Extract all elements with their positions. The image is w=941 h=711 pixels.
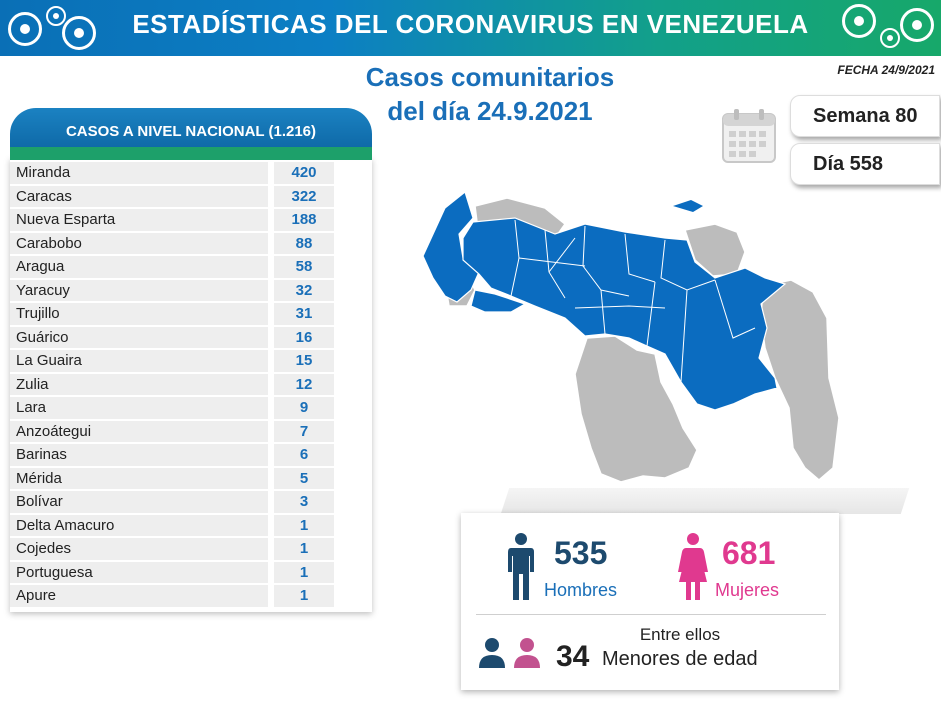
state-name: Guárico <box>10 326 268 348</box>
state-name: Lara <box>10 397 268 419</box>
virus-icon <box>62 16 96 50</box>
hombres-count: 535 <box>554 535 608 571</box>
week-badge: Semana 80 <box>790 95 940 137</box>
map-region-gray <box>574 335 698 483</box>
state-name: Zulia <box>10 373 268 395</box>
day-badge: Día 558 <box>790 143 940 185</box>
state-name: Yaracuy <box>10 279 268 301</box>
table-row: Cojedes 1 <box>10 538 372 560</box>
table-row: Zulia 12 <box>10 373 372 395</box>
table-row: La Guaira 15 <box>10 350 372 372</box>
stats-divider <box>476 614 826 615</box>
menores-count: 34 <box>556 640 590 673</box>
state-name: Mérida <box>10 467 268 489</box>
state-cases: 9 <box>274 397 334 419</box>
mujeres-count: 681 <box>722 535 776 571</box>
table-row: Mérida 5 <box>10 467 372 489</box>
state-name: Apure <box>10 585 268 607</box>
state-name: Trujillo <box>10 303 268 325</box>
state-cases: 32 <box>274 279 334 301</box>
table-row: Miranda 420 <box>10 162 372 184</box>
state-name: Portuguesa <box>10 561 268 583</box>
virus-icon <box>8 12 42 46</box>
table-row: Trujillo 31 <box>10 303 372 325</box>
map-region-gray <box>760 279 840 481</box>
table-row: Apure 1 <box>10 585 372 607</box>
stats-card-top <box>500 488 910 514</box>
calendar-icon <box>722 109 776 163</box>
state-cases: 15 <box>274 350 334 372</box>
state-name: Aragua <box>10 256 268 278</box>
map-region-gray <box>684 223 746 277</box>
male-icon <box>508 533 534 600</box>
header-banner: ESTADÍSTICAS DEL CORONAVIRUS EN VENEZUEL… <box>0 0 941 56</box>
state-cases: 6 <box>274 444 334 466</box>
state-cases: 1 <box>274 538 334 560</box>
menores-label: Menores de edad <box>602 648 758 670</box>
state-name: Anzoátegui <box>10 420 268 442</box>
state-cases: 12 <box>274 373 334 395</box>
map-island <box>673 200 703 212</box>
state-cases: 16 <box>274 326 334 348</box>
state-name: Caracas <box>10 185 268 207</box>
cases-table-header: CASOS A NIVEL NACIONAL (1.216) <box>10 108 372 160</box>
page-title: Casos comunitarios del día 24.9.2021 <box>330 60 650 128</box>
table-row: Caracas 322 <box>10 185 372 207</box>
table-row: Barinas 6 <box>10 444 372 466</box>
state-name: Nueva Esparta <box>10 209 268 231</box>
virus-icon <box>46 6 66 26</box>
virus-icon <box>900 8 934 42</box>
state-cases: 1 <box>274 514 334 536</box>
title-line-2: del día 24.9.2021 <box>387 96 593 126</box>
state-name: Carabobo <box>10 232 268 254</box>
title-line-1: Casos comunitarios <box>365 62 615 92</box>
state-cases: 88 <box>274 232 334 254</box>
cases-table-rows: Miranda 420 Caracas 322 Nueva Esparta 188 Cara… <box>10 162 372 609</box>
table-row: Carabobo 88 <box>10 232 372 254</box>
table-row: Yaracuy 32 <box>10 279 372 301</box>
state-cases: 31 <box>274 303 334 325</box>
child-male-icon <box>479 638 505 668</box>
table-row: Portuguesa 1 <box>10 561 372 583</box>
virus-icon <box>880 28 900 48</box>
table-row: Aragua 58 <box>10 256 372 278</box>
state-cases: 188 <box>274 209 334 231</box>
date-label: FECHA 24/9/2021 <box>837 63 935 77</box>
table-row: Nueva Esparta 188 <box>10 209 372 231</box>
child-female-icon <box>514 638 540 668</box>
hombres-label: Hombres <box>544 580 618 600</box>
state-cases: 322 <box>274 185 334 207</box>
header-title: ESTADÍSTICAS DEL CORONAVIRUS EN VENEZUEL… <box>132 9 809 39</box>
state-cases: 58 <box>274 256 334 278</box>
state-cases: 5 <box>274 467 334 489</box>
state-name: Delta Amacuro <box>10 514 268 536</box>
state-cases: 1 <box>274 585 334 607</box>
state-cases: 420 <box>274 162 334 184</box>
female-icon <box>678 533 708 600</box>
state-cases: 1 <box>274 561 334 583</box>
state-name: La Guaira <box>10 350 268 372</box>
entre-ellos-label: Entre ellos <box>639 625 721 644</box>
state-cases: 7 <box>274 420 334 442</box>
mujeres-label: Mujeres <box>715 580 780 600</box>
table-row: Guárico 16 <box>10 326 372 348</box>
virus-icon <box>842 4 876 38</box>
state-name: Cojedes <box>10 538 268 560</box>
state-name: Miranda <box>10 162 268 184</box>
map-region-blue <box>462 217 787 411</box>
table-row: Anzoátegui 7 <box>10 420 372 442</box>
venezuela-map <box>422 190 840 510</box>
state-name: Bolívar <box>10 491 268 513</box>
table-row: Bolívar 3 <box>10 491 372 513</box>
map-region-blue <box>470 289 527 313</box>
state-cases: 3 <box>274 491 334 513</box>
table-row: Lara 9 <box>10 397 372 419</box>
table-row: Delta Amacuro 1 <box>10 514 372 536</box>
state-name: Barinas <box>10 444 268 466</box>
